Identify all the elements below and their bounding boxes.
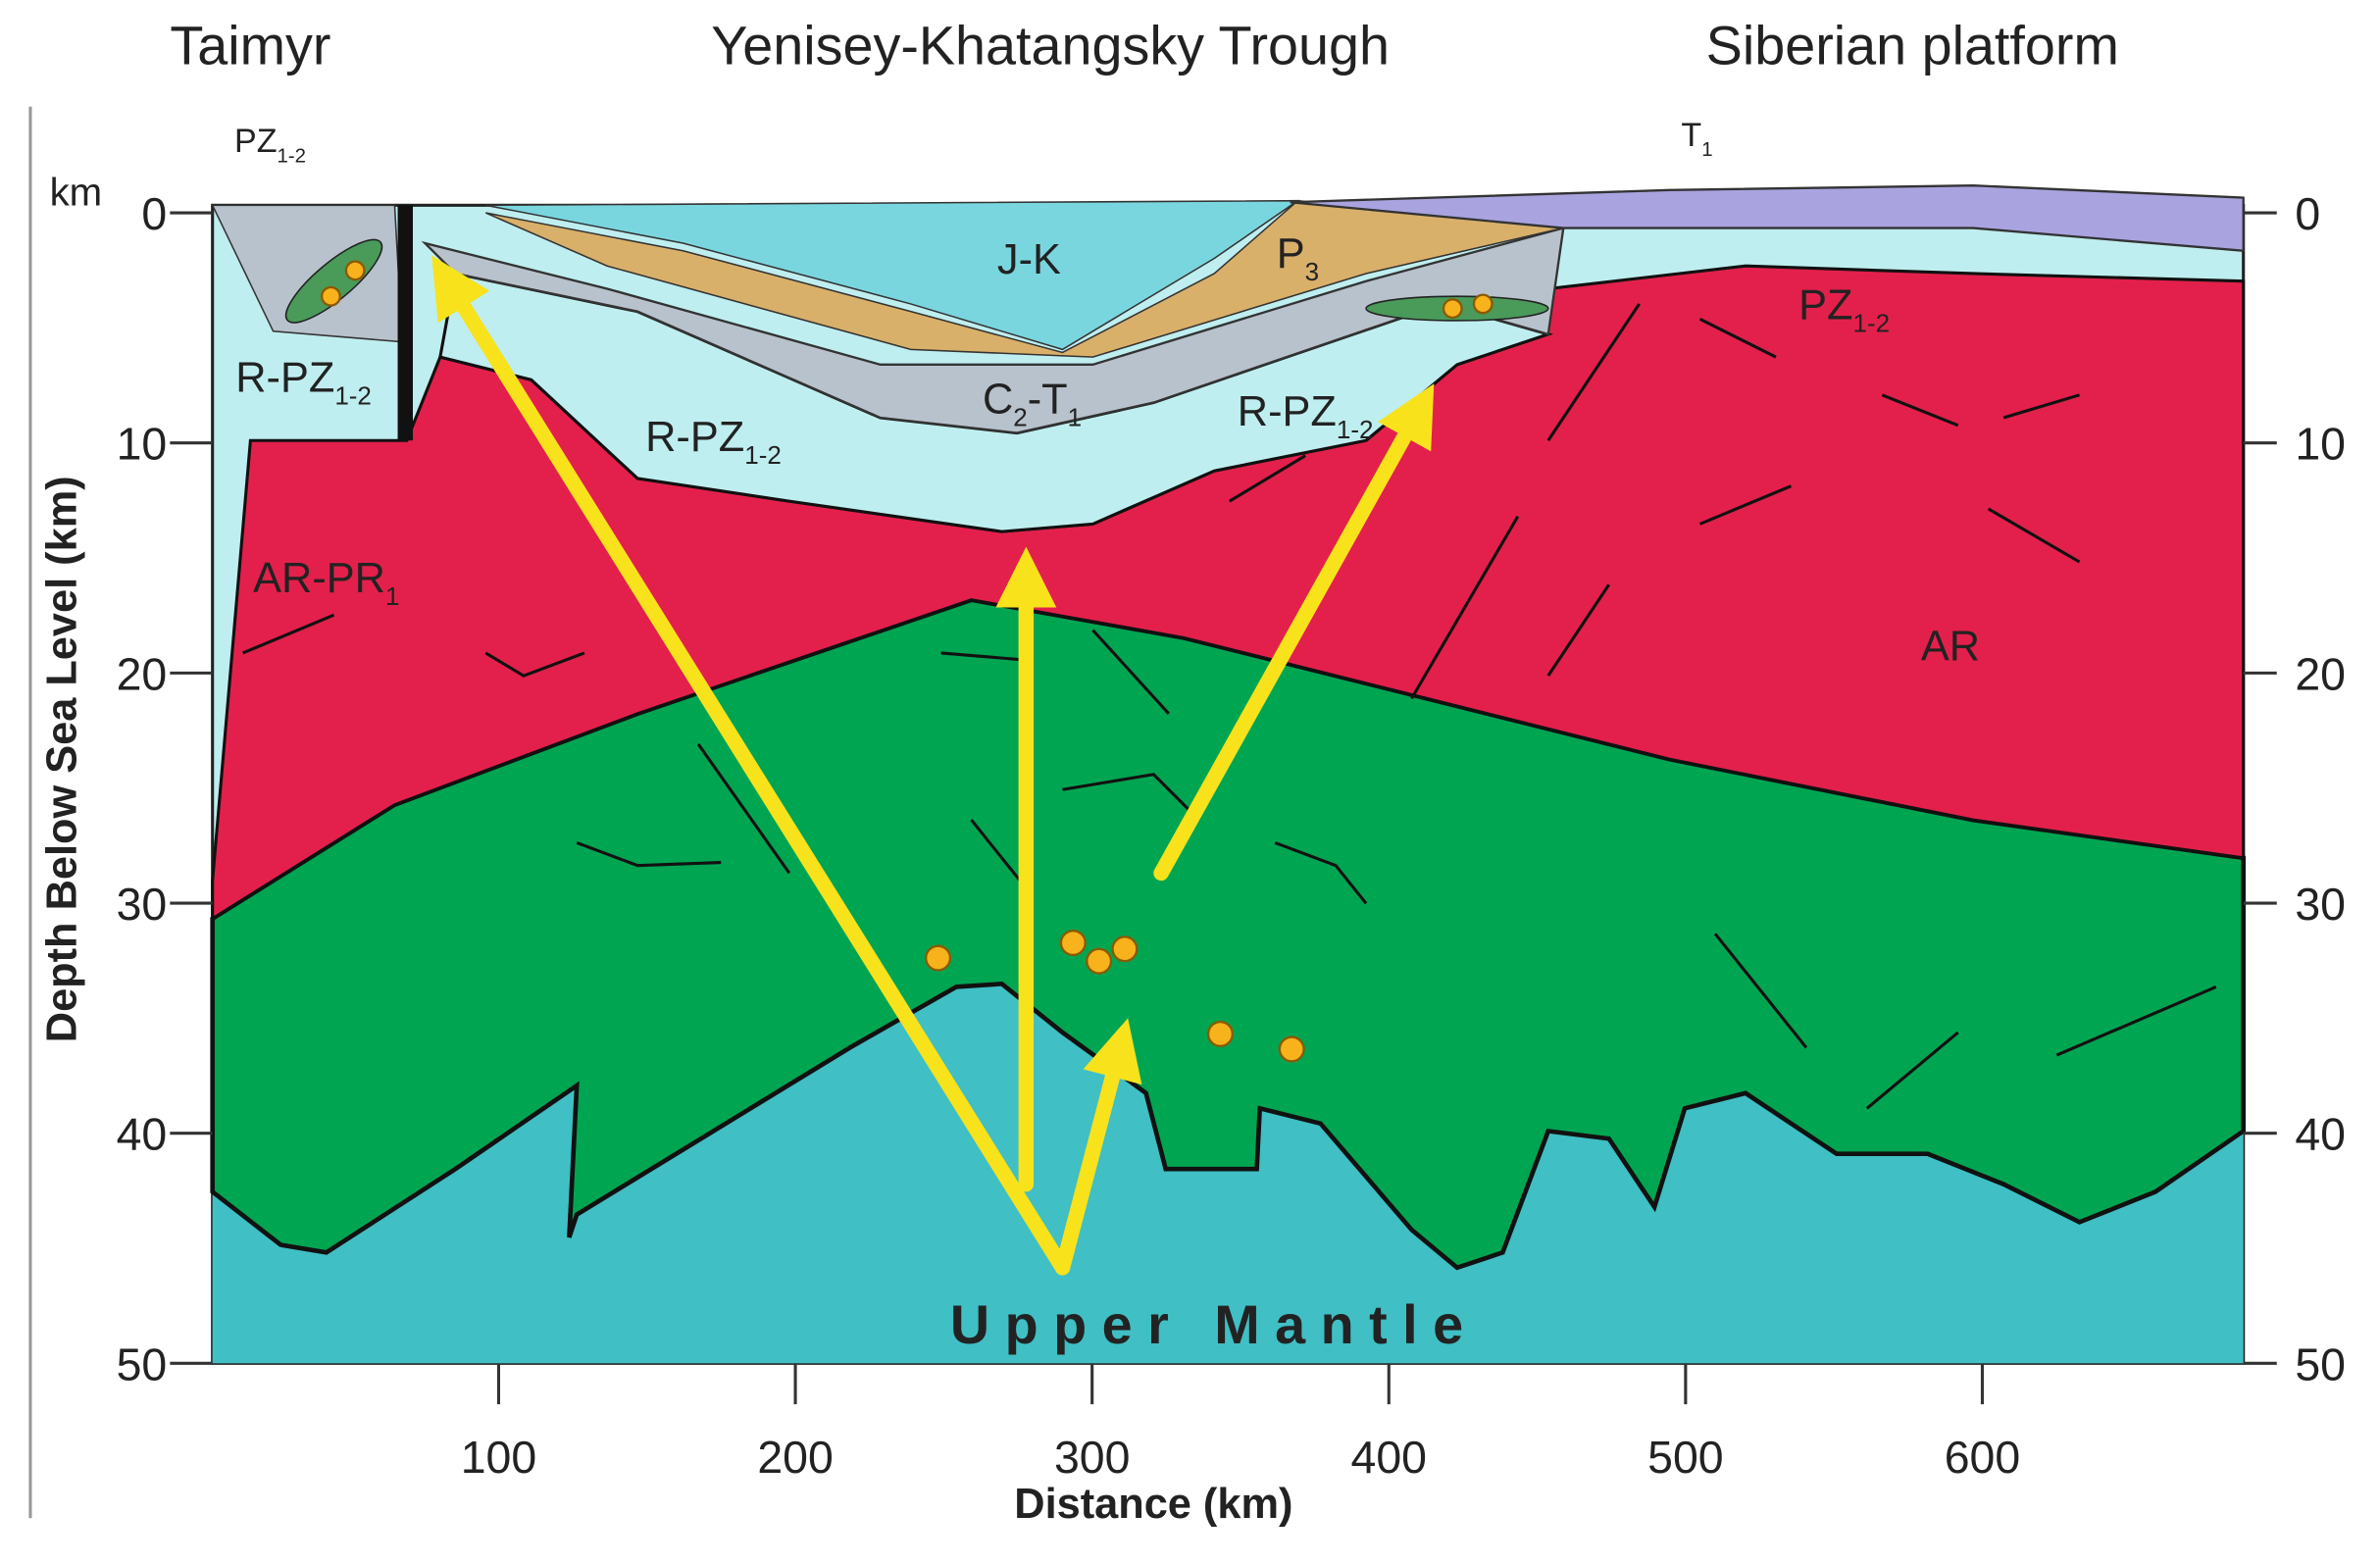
y-tick-label: 20 [2295,648,2346,699]
formation-label: T1 [1681,117,1712,161]
formation-label-part: -T [1028,376,1068,423]
formation-label: AR [1921,624,1980,671]
formation-label: R-PZ1-2 [645,414,782,470]
formation-label: R-PZ1-2 [235,355,372,411]
formation-label-part: AR-PR [253,555,385,602]
formation-label-part: 2 [1013,402,1027,431]
formation-label-part: 1-2 [744,440,782,470]
y-tick-label: 20 [117,648,168,699]
y-tick-label: 10 [117,419,168,470]
x-tick-label: 100 [461,1432,536,1483]
geology [28,106,2247,1519]
y-tick-label: 50 [117,1338,168,1389]
formation-label-part: 1 [1701,139,1712,161]
x-tick-label: 400 [1351,1432,1427,1483]
formation-label-part: R-PZ [235,355,334,402]
formation-label-part: 1-2 [334,381,372,411]
x-tick-label: 200 [757,1432,833,1483]
formation-label-part: AR [1921,624,1980,671]
formation-label-part: 1-2 [1337,415,1374,444]
y-tick-label: 0 [2295,188,2320,239]
unit-label: km [50,170,103,214]
formation-label-part: J-K [997,236,1061,283]
y-tick-label: 50 [2295,1338,2346,1389]
formation-label: R-PZ1-2 [1238,388,1374,444]
formation-label-part: R-PZ [1238,388,1337,435]
formation-label-part: C [983,376,1013,423]
formation-label-part: 1-2 [278,145,307,167]
x-tick-label: 500 [1647,1432,1723,1483]
region-label: Taimyr [170,15,330,76]
region-label: Siberian platform [1706,15,2119,76]
formation-label: P3 [1277,230,1319,286]
formation-label-part: P [1277,230,1305,277]
mantle-label: Upper Mantle [950,1294,1479,1355]
y-tick-label: 0 [141,188,167,239]
formation-label-part: R-PZ [645,414,744,461]
formation-label: C2-T1 [983,376,1082,431]
y-tick-label: 30 [2295,879,2346,930]
formation-label-part: T [1681,117,1701,154]
formation-label: AR-PR1 [253,555,399,611]
y-axis-label: Depth Below Sea Level (km) [38,476,85,1042]
formation-label-part: 1 [385,581,399,611]
formation-label: PZ1-2 [234,123,306,167]
region-label: Yenisey-Khatangsky Trough [711,15,1390,76]
y-tick-label: 40 [117,1109,168,1160]
formation-label-part: 3 [1305,257,1319,286]
formation-label-part: PZ [1798,281,1852,328]
formation-label-part: 1 [1068,402,1082,431]
y-tick-label: 10 [2295,419,2346,470]
x-axis-label: Distance (km) [1014,1481,1292,1528]
x-tick-label: 300 [1054,1432,1130,1483]
formation-label-part: PZ [234,123,278,160]
formation-label: J-K [997,236,1061,283]
y-tick-label: 40 [2295,1109,2346,1160]
formation-label: PZ1-2 [1798,281,1890,337]
x-tick-label: 600 [1945,1432,2020,1483]
ticks: 0 0 10 10 20 20 30 30 40 40 50 50 100 200 300 400 500 600 [117,188,2346,1483]
y-tick-label: 30 [117,879,168,930]
formation-label-part: 1-2 [1853,308,1891,337]
